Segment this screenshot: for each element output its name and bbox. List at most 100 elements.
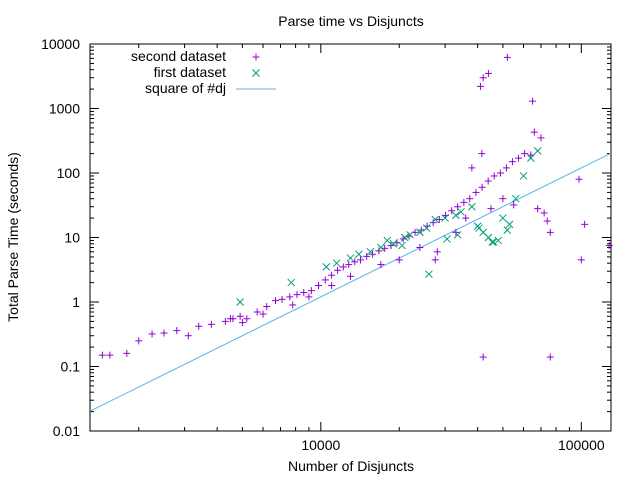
data-point-second-dataset [530,128,538,136]
data-point-first-dataset [457,207,465,216]
data-point-first-dataset [519,172,528,180]
y-tick-label: 0.01 [53,423,80,439]
y-tick-label: 0.1 [61,359,81,375]
x-axis: 10000 100000 [138,44,605,453]
data-point-second-dataset [575,175,583,183]
y-tick-label: 10 [64,230,80,246]
data-point-second-dataset [356,256,364,264]
legend-label-first-dataset: first dataset [154,64,226,80]
data-point-second-dataset [375,247,383,255]
data-point-second-dataset [484,177,492,185]
data-point-first-dataset [287,278,296,287]
data-point-second-dataset [460,198,468,206]
data-point-first-dataset [366,247,375,256]
data-point-second-dataset [263,303,271,311]
data-point-first-dataset [425,270,433,279]
legend-label-second-dataset: second dataset [131,48,226,64]
data-point-second-dataset [238,319,246,327]
data-point-first-dataset [499,214,507,222]
data-point-second-dataset [334,266,342,274]
data-point-second-dataset [476,82,484,90]
data-point-second-dataset [328,282,336,290]
data-point-second-dataset [543,217,551,225]
data-point-first-dataset [505,220,514,229]
data-point-second-dataset [184,332,192,340]
data-point-second-dataset [417,226,425,234]
x-axis-label: Number of Disjuncts [288,458,414,474]
legend-label-square-of-dj: square of #dj [145,80,226,96]
data-point-first-dataset [332,259,341,268]
data-point-second-dataset [221,317,229,325]
data-point-second-dataset [321,276,329,284]
data-point-second-dataset [148,330,156,338]
data-point-second-dataset [160,329,168,337]
data-point-second-dataset [278,295,286,303]
data-point-second-dataset [462,214,470,222]
data-point-second-dataset [429,219,437,227]
data-point-second-dataset [546,228,554,236]
data-point-second-dataset [503,53,511,61]
data-point-first-dataset [443,235,451,243]
data-point-second-dataset [534,205,542,213]
data-point-first-dataset [416,228,424,237]
data-point-second-dataset [293,291,301,299]
data-point-first-dataset [431,215,440,224]
data-point-second-dataset [521,150,529,158]
data-point-first-dataset [441,214,449,222]
data-point-first-dataset [488,238,497,246]
data-point-second-dataset [195,322,203,330]
data-point-first-dataset [452,211,460,220]
data-point-second-dataset [307,287,315,295]
y-tick-label: 10000 [41,36,80,52]
y-axis-label: Total Parse Time (seconds) [5,152,21,322]
data-point-first-dataset [511,194,520,203]
data-point-second-dataset [508,158,516,166]
legend-symbol [252,69,260,77]
data-point-first-dataset [346,254,355,262]
data-point-first-dataset [400,233,409,242]
data-point-first-dataset [503,226,512,235]
legend-symbol [252,53,260,61]
data-point-second-dataset [351,258,359,266]
data-point-second-dataset [487,205,495,213]
data-point-second-dataset [605,242,613,250]
data-point-first-dataset [489,238,498,246]
data-point-second-dataset [286,293,294,301]
data-point-second-dataset [243,315,251,323]
data-point-second-dataset [173,327,181,335]
data-point-first-dataset [533,147,542,155]
data-point-second-dataset [259,310,267,318]
data-point-second-dataset [315,282,323,290]
data-point-second-dataset [416,243,424,251]
data-point-second-dataset [452,228,460,236]
data-point-second-dataset [577,256,585,264]
data-point-second-dataset [448,207,456,215]
data-point-first-dataset [398,241,406,250]
data-point-second-dataset [381,244,389,252]
y-tick-label: 1 [72,294,80,310]
data-point-first-dataset [422,224,431,232]
data-point-second-dataset [207,320,215,328]
data-point-second-dataset [98,351,106,359]
data-point-second-dataset [236,312,244,320]
data-point-first-dataset [389,239,398,248]
data-point-first-dataset [376,243,385,252]
chart-title: Parse time vs Disjuncts [278,13,423,29]
data-point-second-dataset [328,271,336,279]
data-point-second-dataset [468,164,476,172]
data-point-second-dataset [466,195,474,203]
data-point-first-dataset [236,298,244,306]
data-point-second-dataset [581,220,589,228]
data-point-second-dataset [537,134,545,142]
data-point-second-dataset [479,353,487,361]
data-point-second-dataset [347,272,354,280]
data-point-second-dataset [272,297,280,305]
data-point-second-dataset [226,315,234,323]
data-point-second-dataset [502,164,510,172]
y-axis: 0.01 0.1 1 10 100 1000 10000 [41,36,611,439]
data-point-second-dataset [515,154,523,162]
data-point-second-dataset [106,351,114,359]
data-point-second-dataset [527,151,535,159]
y-tick-label: 1000 [49,101,80,117]
